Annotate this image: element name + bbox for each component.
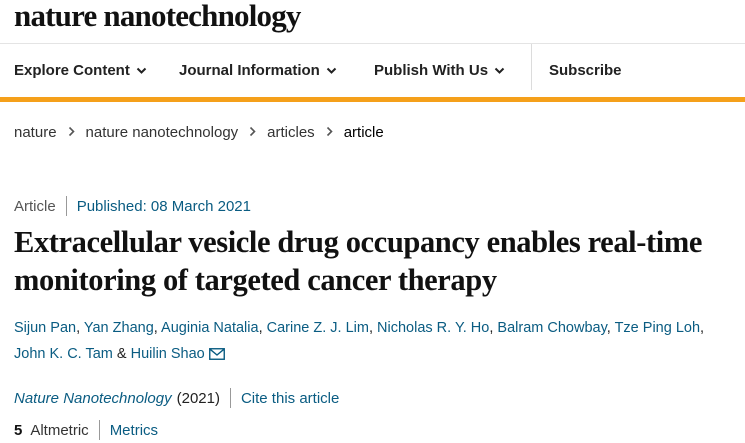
meta-divider: [65, 196, 67, 216]
author-list: Sijun Pan, Yan Zhang, Auginia Natalia, C…: [14, 315, 742, 369]
nav-explore-content[interactable]: Explore Content: [14, 62, 147, 79]
journal-name[interactable]: Nature Nanotechnology: [14, 389, 172, 407]
breadcrumb: nature nature nanotechnology articles ar…: [14, 124, 384, 141]
citation-line: Nature Nanotechnology (2021) Cite this a…: [14, 388, 339, 408]
author-link[interactable]: John K. C. Tam: [14, 346, 113, 362]
breadcrumb-nature[interactable]: nature: [14, 124, 57, 141]
citation-year: (2021): [176, 389, 220, 407]
citation-divider: [229, 388, 231, 408]
author-link[interactable]: Balram Chowbay: [497, 320, 607, 336]
nav-subscribe[interactable]: Subscribe: [549, 62, 622, 79]
metrics-link[interactable]: Metrics: [109, 421, 159, 439]
chevron-right-icon: [68, 124, 75, 141]
author-link-corresponding[interactable]: Huilin Shao: [130, 346, 205, 362]
accent-bar: [0, 97, 745, 102]
chevron-down-icon: [136, 62, 147, 79]
nav-journal-information-label: Journal Information: [179, 62, 320, 79]
metrics-divider: [98, 420, 100, 440]
article-meta: Article Published: 08 March 2021: [14, 196, 251, 216]
nav-subscribe-label: Subscribe: [549, 62, 622, 79]
author-link[interactable]: Nicholas R. Y. Ho: [377, 320, 490, 336]
nav-explore-content-label: Explore Content: [14, 62, 130, 79]
author-ampersand: &: [116, 346, 127, 362]
author-link[interactable]: Tze Ping Loh: [614, 320, 701, 336]
breadcrumb-articles[interactable]: articles: [267, 124, 315, 141]
author-link[interactable]: Yan Zhang: [83, 320, 154, 336]
published-date: Published: 08 March 2021: [76, 197, 251, 215]
chevron-right-icon: [249, 124, 256, 141]
cite-this-article-link[interactable]: Cite this article: [240, 389, 340, 407]
chevron-down-icon: [326, 62, 337, 79]
mail-icon[interactable]: [208, 343, 225, 369]
nav-publish-with-us-label: Publish With Us: [374, 62, 489, 79]
author-link[interactable]: Auginia Natalia: [161, 320, 259, 336]
article-type: Article: [14, 197, 56, 215]
chevron-down-icon: [494, 62, 505, 79]
author-link[interactable]: Carine Z. J. Lim: [266, 320, 369, 336]
metrics-line: 5 Altmetric Metrics: [14, 420, 158, 440]
altmetric-score: 5: [14, 421, 23, 439]
chevron-right-icon: [326, 124, 333, 141]
breadcrumb-article: article: [343, 124, 384, 141]
nav-publish-with-us[interactable]: Publish With Us: [374, 62, 505, 79]
site-logo[interactable]: nature nanotechnology: [14, 0, 301, 33]
article-title: Extracellular vesicle drug occupancy ena…: [14, 225, 702, 297]
header-divider: [0, 43, 745, 44]
author-link[interactable]: Sijun Pan: [14, 320, 77, 336]
main-navigation: Explore Content Journal Information Publ…: [0, 44, 745, 98]
breadcrumb-nature-nanotechnology[interactable]: nature nanotechnology: [85, 124, 239, 141]
nav-journal-information[interactable]: Journal Information: [179, 62, 337, 79]
altmetric-label: Altmetric: [30, 421, 89, 439]
nav-divider: [531, 44, 532, 90]
